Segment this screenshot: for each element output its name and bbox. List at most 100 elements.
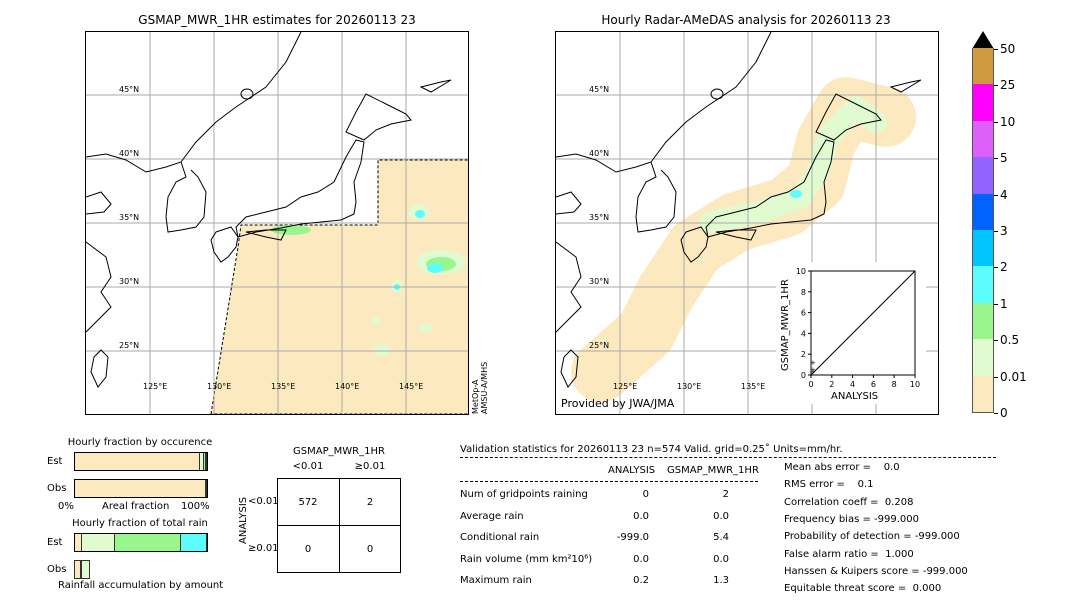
colorbar-tick xyxy=(994,340,998,342)
bar-segment xyxy=(75,453,201,470)
lon-label: 145°E xyxy=(399,382,424,391)
lat-label: 35°N xyxy=(589,213,610,222)
inset-x-tick-label: 0 xyxy=(808,380,813,389)
score-line: False alarm ratio = 1.000 xyxy=(784,548,914,560)
divider xyxy=(460,481,758,482)
obs-label: Obs xyxy=(47,483,67,494)
satellite-name: MetOp-A xyxy=(471,379,480,414)
colorbar-bin xyxy=(973,48,993,85)
obs-label: Obs xyxy=(47,564,67,575)
cell-hit: 0 xyxy=(366,544,374,555)
colorbar-label: 25 xyxy=(1000,78,1016,93)
inset-y-tick-label: 6 xyxy=(801,309,806,318)
colorbar-tick xyxy=(994,231,998,232)
total-rain-obs-bar xyxy=(74,560,208,579)
bar-segment xyxy=(75,480,206,497)
colorbar-tick xyxy=(994,413,998,414)
score-line: Frequency bias = -999.000 xyxy=(784,513,919,525)
colorbar-extend-arrow xyxy=(972,31,994,49)
bar-segment xyxy=(74,560,81,579)
lat-label: 45°N xyxy=(589,85,610,94)
total-rain-footer: Rainfall accumulation by amount xyxy=(58,580,224,591)
left-map: 45°N 40°N 35°N 30°N 25°N 125°E 130°E 135… xyxy=(85,31,469,415)
bar-segment xyxy=(80,560,91,579)
colorbar-bin xyxy=(973,230,993,267)
cell-false-alarm: 2 xyxy=(366,497,374,508)
colorbar-bin xyxy=(973,375,993,412)
occurrence-obs-bar xyxy=(74,479,208,498)
stat-analysis-value: 0 xyxy=(642,489,649,500)
colorbar-label: 4 xyxy=(1000,187,1008,202)
inset-y-tick-label: 10 xyxy=(796,267,806,276)
col-header: <0.01 xyxy=(292,461,324,472)
lon-label: 125°E xyxy=(613,382,638,391)
col-gsmap: GSMAP_MWR_1HR xyxy=(667,465,759,476)
score-line: Mean abs error = 0.0 xyxy=(784,462,900,473)
sensor-name: AMSU-A/MHS xyxy=(480,361,489,414)
occurrence-title: Hourly fraction by occurence xyxy=(67,437,213,448)
stat-analysis-value: 0.2 xyxy=(633,575,649,586)
stat-label: Rain volume (mm km²10⁶) xyxy=(460,553,593,565)
row-header: <0.01 xyxy=(248,496,279,507)
bar-segment xyxy=(205,480,207,497)
radar-coverage-area xyxy=(571,77,916,402)
est-label: Est xyxy=(47,537,63,548)
lon-label: 130°E xyxy=(207,382,232,391)
inset-x-tick-label: 6 xyxy=(871,380,876,389)
satellite-label: MetOp-A AMSU-A/MHS xyxy=(471,362,489,414)
axis-label: Areal fraction xyxy=(102,501,170,512)
col-analysis: ANALYSIS xyxy=(608,465,656,476)
row-header: ≥0.01 xyxy=(248,543,279,554)
colorbar-tick xyxy=(994,85,998,87)
lon-label: 135°E xyxy=(741,382,766,391)
stat-gsmap-value: 1.3 xyxy=(713,575,729,586)
lat-label: 25°N xyxy=(119,341,140,350)
bar-segment xyxy=(81,534,115,551)
colorbar-tick xyxy=(994,158,998,160)
stat-analysis-value: 0.0 xyxy=(633,553,649,565)
bar-segment xyxy=(75,534,82,551)
svg-text:+: + xyxy=(810,368,816,376)
right-map-title: Hourly Radar-AMeDAS analysis for 2026011… xyxy=(601,13,891,27)
lon-label: 135°E xyxy=(271,382,296,391)
colorbar-bin xyxy=(973,84,993,121)
inset-xlabel: ANALYSIS xyxy=(831,391,879,402)
colorbar-tick xyxy=(994,194,998,196)
left-map-canvas xyxy=(86,32,468,414)
bar-segment xyxy=(200,453,205,470)
lon-label: 125°E xyxy=(143,382,168,391)
colorbar-label: 10 xyxy=(1000,114,1016,129)
axis-right: 100% xyxy=(181,501,210,512)
rain-area xyxy=(790,190,802,198)
stat-gsmap-value: 0.0 xyxy=(713,553,729,565)
inset-y-tick-label: 4 xyxy=(801,329,806,338)
total-rain-est-bar xyxy=(74,533,208,552)
rain-areas xyxy=(271,204,466,356)
inset-x-tick-label: 10 xyxy=(910,380,920,389)
colorbar-label: 2 xyxy=(1000,260,1008,275)
est-label: Est xyxy=(47,456,63,467)
colorbar-tick xyxy=(994,376,998,378)
col-header: ≥0.01 xyxy=(354,461,386,472)
stat-label: Average rain xyxy=(460,510,524,522)
stat-analysis-value: 0.0 xyxy=(633,510,649,522)
colorbar-bin xyxy=(973,339,993,376)
inset-x-tick-label: 8 xyxy=(892,380,897,389)
lon-label: 130°E xyxy=(677,382,702,391)
stat-label: Conditional rain xyxy=(460,532,540,543)
axis-left: 0% xyxy=(58,501,74,512)
lat-label: 35°N xyxy=(119,213,140,222)
inset-y-tick-label: 2 xyxy=(801,350,806,359)
colorbar-bin xyxy=(973,157,993,194)
colorbar-tick xyxy=(994,121,998,123)
score-line: Equitable threat score = 0.000 xyxy=(784,583,942,595)
svg-text:+: + xyxy=(810,366,816,374)
colorbar-label: 1 xyxy=(1000,296,1008,311)
score-line: Correlation coeff = 0.208 xyxy=(784,496,914,508)
occurrence-est-bar xyxy=(74,452,208,471)
stats-header: Validation statistics for 20260113 23 n=… xyxy=(460,444,843,455)
inset-ylabel: GSMAP_MWR_1HR xyxy=(780,279,791,371)
contingency-table: 572 2 0 0 xyxy=(277,478,401,573)
scatter-inset: 0 0 2 2 4 4 6 6 8 8 10 10 + + + ANALYSIS GSMAP_MWR_1H… xyxy=(776,262,926,404)
